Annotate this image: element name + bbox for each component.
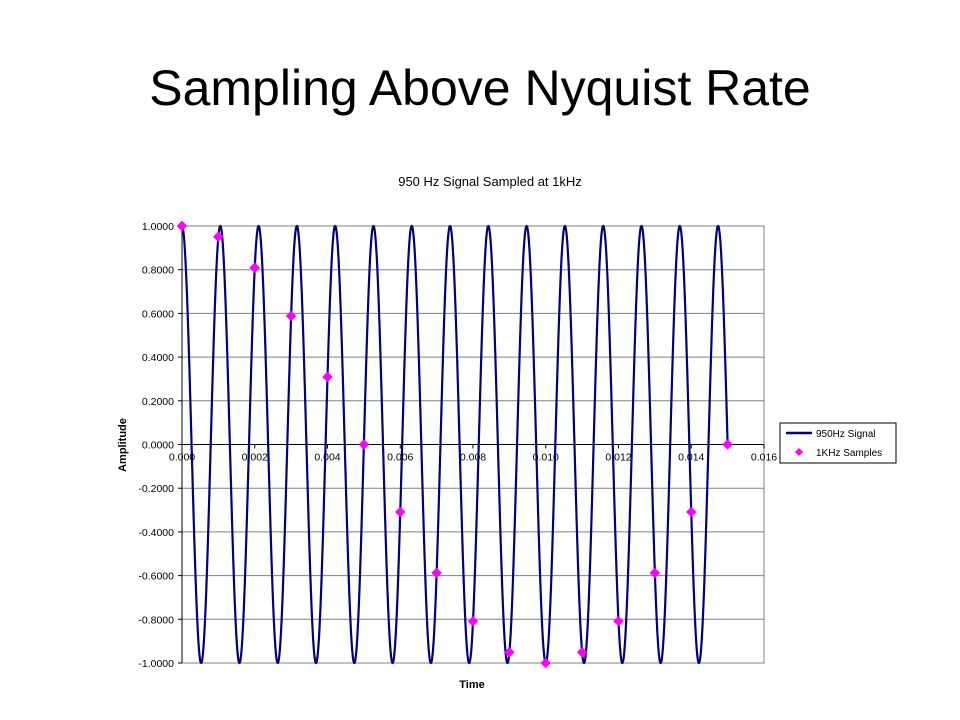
sample-point	[213, 231, 224, 243]
sample-point	[685, 506, 697, 518]
sample-point	[285, 310, 297, 322]
sample-point	[249, 262, 261, 274]
y-tick-label: -0.4000	[138, 527, 174, 539]
sample-point	[540, 657, 552, 669]
x-tick-label: 0.014	[678, 452, 704, 464]
x-tick-label: 0.008	[460, 452, 486, 464]
y-tick-label: 1.0000	[142, 221, 174, 233]
legend-label-signal: 950Hz Signal	[816, 429, 875, 440]
y-tick-label: -0.2000	[138, 483, 174, 495]
series-1khz-samples	[176, 220, 733, 669]
sample-point	[576, 646, 588, 658]
sample-point	[722, 439, 733, 450]
y-tick-label: 0.6000	[142, 308, 174, 320]
y-tick-label: -1.0000	[138, 658, 174, 670]
y-axis-label: Amplitude	[117, 418, 129, 472]
sample-point	[431, 567, 442, 579]
legend-box	[779, 422, 897, 464]
y-tick-label: 0.8000	[142, 265, 174, 277]
axes: 1.0000 0.8000 0.6000 0.4000 0.2000 0.0000 -0.2…	[138, 221, 777, 670]
x-tick-label: 0.010	[533, 452, 559, 464]
y-tick-label: -0.6000	[138, 571, 174, 583]
x-tick-label: 0.012	[605, 452, 631, 464]
sample-point	[322, 371, 333, 383]
legend-label-samples: 1KHz Samples	[816, 448, 882, 459]
x-axis-label: Time	[459, 679, 484, 691]
legend-diamond-swatch	[795, 448, 803, 456]
x-tick-label: 0.002	[242, 452, 268, 464]
y-tick-label: 0.2000	[142, 396, 174, 408]
slide-title: Sampling Above Nyquist Rate	[149, 60, 811, 116]
x-tick-label: 0.016	[751, 452, 777, 464]
sample-point	[176, 220, 188, 232]
y-tick-label: 0.0000	[142, 440, 174, 452]
sample-point	[613, 615, 624, 627]
legend: 950Hz Signal 1KHz Samples	[779, 422, 897, 464]
series-950hz-signal	[181, 224, 729, 665]
sample-point	[358, 439, 370, 450]
sample-point	[504, 646, 515, 658]
sample-point	[649, 567, 661, 579]
chart-title: 950 Hz Signal Sampled at 1kHz	[398, 174, 582, 189]
sample-point	[467, 615, 479, 627]
y-tick-label: 0.4000	[142, 352, 174, 364]
signal-line	[181, 224, 729, 665]
y-tick-label: -0.8000	[138, 614, 174, 626]
x-tick-label: 0.004	[314, 452, 340, 464]
x-tick-label: 0.006	[387, 452, 413, 464]
sample-point	[394, 506, 406, 518]
